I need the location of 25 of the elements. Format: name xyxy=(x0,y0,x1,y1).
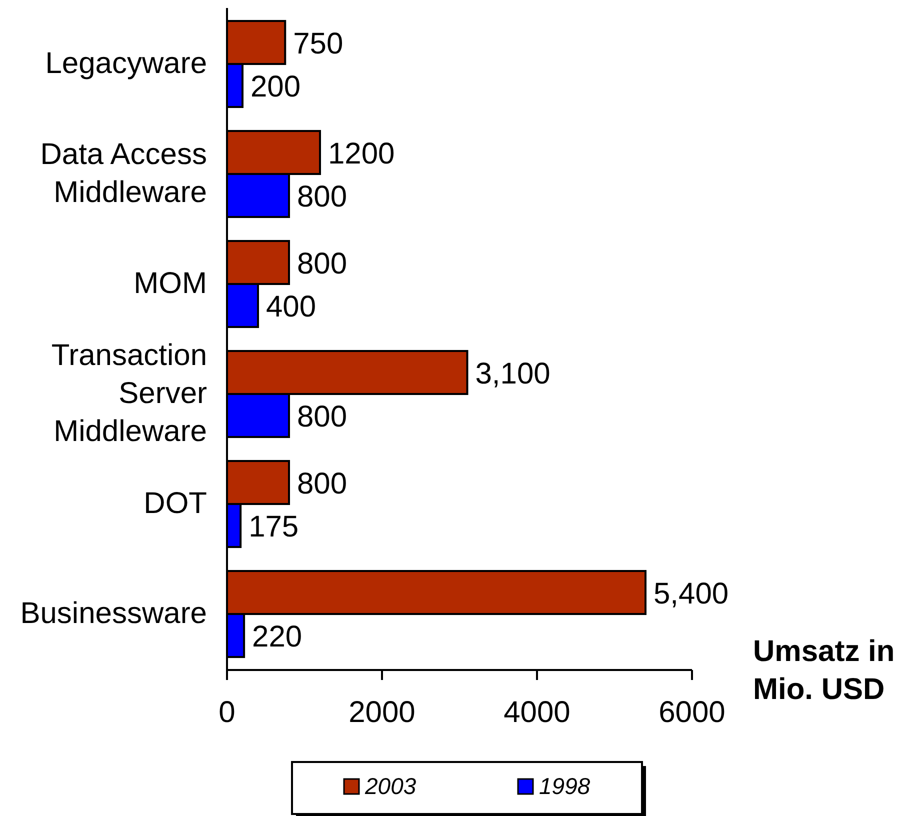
y-tick-label: Legacyware xyxy=(45,46,207,80)
data-label: 220 xyxy=(252,620,302,654)
data-label: 3,100 xyxy=(475,357,550,390)
x-tick-label: 6000 xyxy=(658,696,726,729)
y-tick-label: DOT xyxy=(144,486,207,520)
x-tick-label: 0 xyxy=(218,696,236,729)
data-label: 200 xyxy=(250,70,301,104)
data-label: 800 xyxy=(297,180,348,214)
data-label: 750 xyxy=(293,27,344,60)
legend-label: 1998 xyxy=(539,773,590,799)
x-tick-label: 4000 xyxy=(504,696,570,729)
data-label: 800 xyxy=(297,247,348,280)
x-tick-label: 2000 xyxy=(348,696,416,729)
legend-label: 2003 xyxy=(364,773,416,799)
y-tick-label: Businessware xyxy=(20,596,207,630)
y-tick-label: MOM xyxy=(134,266,207,300)
y-tick-label: Data Access Middleware xyxy=(40,138,207,209)
x-axis-title: Umsatz in Mio. USD xyxy=(753,635,895,706)
data-label: 800 xyxy=(297,400,348,434)
data-label: 5,400 xyxy=(654,577,729,610)
data-label: 800 xyxy=(297,467,348,500)
data-label: 1200 xyxy=(328,137,395,170)
y-tick-label: Transaction Server Middleware xyxy=(51,338,208,448)
data-label: 175 xyxy=(248,510,299,544)
data-label: 400 xyxy=(266,290,316,324)
